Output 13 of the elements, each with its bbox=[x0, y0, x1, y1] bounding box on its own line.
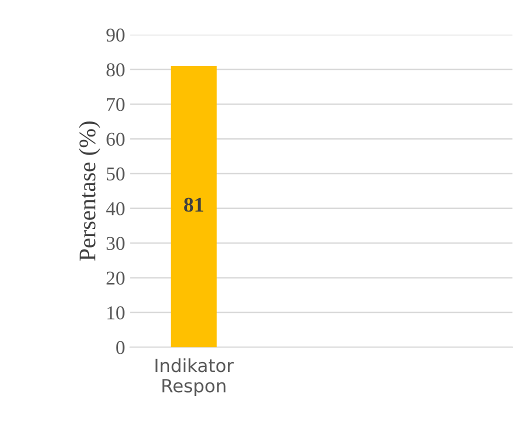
y-tick-label: 0 bbox=[116, 341, 124, 354]
y-tick-label: 20 bbox=[106, 272, 124, 285]
data-label: 81 bbox=[184, 198, 204, 212]
y-tick-label: 70 bbox=[107, 98, 124, 112]
y-tick-label: 10 bbox=[108, 306, 124, 320]
y-tick-label: 40 bbox=[106, 202, 124, 216]
y-axis-title: Persentase (%) bbox=[78, 122, 100, 261]
x-tick-label: Indikator Respon bbox=[156, 358, 234, 396]
y-tick-label: 80 bbox=[106, 63, 124, 76]
y-tick-label: 90 bbox=[106, 28, 124, 42]
y-tick-label: 50 bbox=[106, 167, 124, 181]
y-tick-label: 60 bbox=[106, 132, 124, 146]
y-tick-label: 30 bbox=[106, 236, 124, 250]
